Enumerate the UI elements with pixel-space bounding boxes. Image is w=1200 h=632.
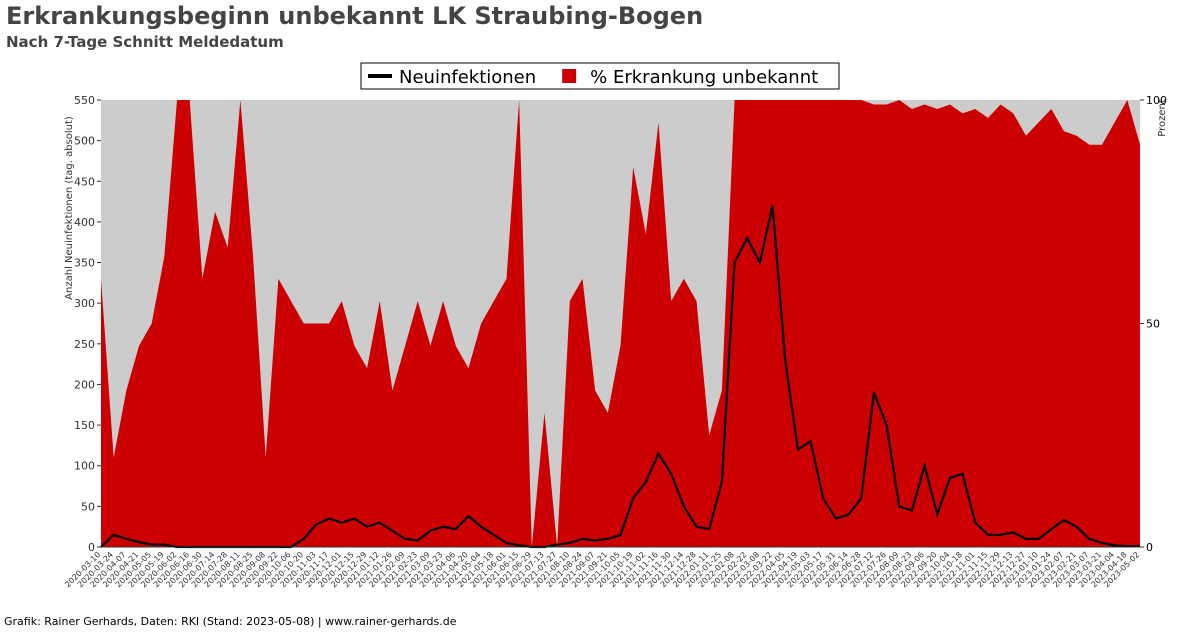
legend-box [360, 62, 840, 90]
chart-title: Erkrankungsbeginn unbekannt LK Straubing… [6, 2, 703, 30]
chart-subtitle: Nach 7-Tage Schnitt Meldedatum [6, 33, 284, 51]
y-tick-label: 500 [74, 135, 95, 148]
y-tick-label: 450 [74, 175, 95, 188]
footer: Grafik: Rainer Gerhards, Daten: RKI (Sta… [4, 615, 457, 628]
y-tick-label: 100 [74, 460, 95, 473]
y-tick-label: 0 [88, 541, 95, 554]
y2-tick-label: 0 [1146, 541, 1153, 554]
y-tick-label: 550 [74, 94, 95, 107]
y-tick-label: 400 [74, 216, 95, 229]
legend-label: % Erkrankung unbekannt [590, 67, 818, 88]
legend-swatch [562, 69, 577, 83]
area-series [101, 100, 1140, 547]
y-axis-label: Anzahl Neuinfektionen (tag. absolut) [64, 116, 75, 300]
legend: Neuinfektionen % Erkrankung unbekannt [360, 62, 840, 90]
y-tick-label: 50 [81, 500, 95, 513]
y2-axis-label: Prozent [1157, 99, 1168, 137]
y-tick-label: 300 [74, 297, 95, 310]
legend-label: Neuinfektionen [399, 67, 536, 88]
y2-tick-label: 100 [1146, 94, 1167, 107]
y-tick-label: 200 [74, 378, 95, 391]
y-tick-label: 250 [74, 338, 95, 351]
y2-tick-label: 50 [1146, 318, 1160, 331]
y-tick-label: 150 [74, 419, 95, 432]
y-tick-label: 350 [74, 257, 95, 270]
